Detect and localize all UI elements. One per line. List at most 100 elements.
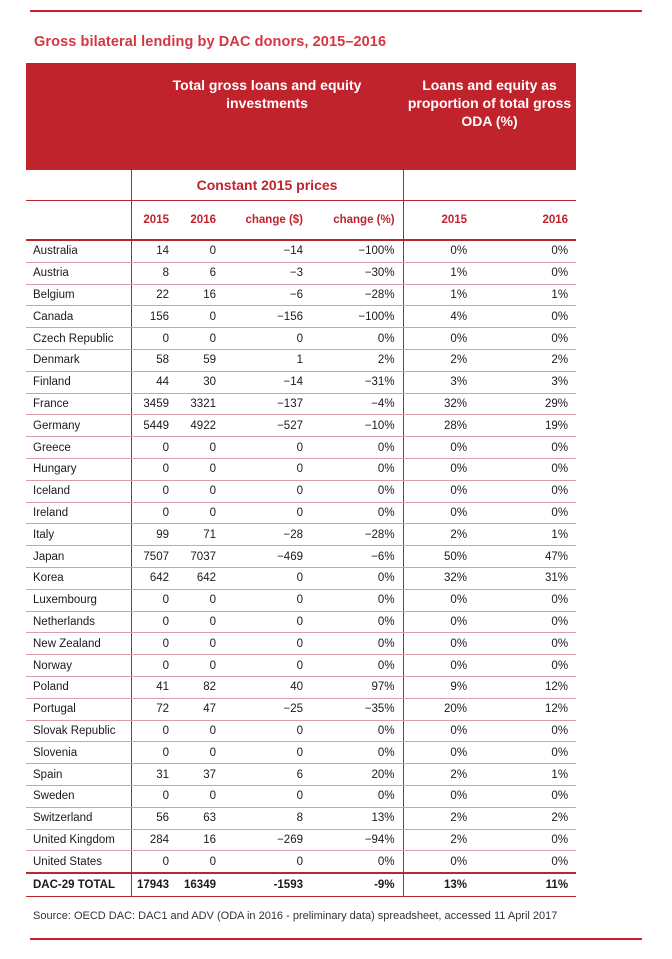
country-name: Slovenia <box>26 741 131 765</box>
change-usd-cell: 8 <box>224 807 311 830</box>
change-usd-cell: 0 <box>224 720 311 743</box>
change-pct-cell: 0% <box>311 611 404 634</box>
oda-share-2015-cell: 0% <box>402 327 476 350</box>
table-row: Poland 41 82 40 97% 9% 12% <box>26 676 577 699</box>
oda-share-2016-cell: 0% <box>475 458 577 481</box>
loans-2016-cell: 0 <box>177 850 224 874</box>
table-row: Czech Republic 0 0 0 0% 0% 0% <box>26 327 577 350</box>
country-name: United States <box>26 850 131 874</box>
table-row: Belgium 22 16 −6 −28% 1% 1% <box>26 284 577 307</box>
change-usd-cell: 0 <box>224 502 311 525</box>
loans-2016-cell: 0 <box>177 480 224 503</box>
change-usd-cell: 0 <box>224 458 311 481</box>
top-rule <box>30 10 642 12</box>
total-row: DAC-29 TOTAL 17943 16349 -1593 -9% 13% 11% <box>26 872 577 898</box>
oda-share-2016-cell: 0% <box>475 785 577 808</box>
header-total-loans: Total gross loans and equity investments <box>131 63 404 170</box>
oda-share-2016-cell: 47% <box>475 545 577 568</box>
table-row: Denmark 58 59 1 2% 2% 2% <box>26 349 577 372</box>
table-row: Switzerland 56 63 8 13% 2% 2% <box>26 807 577 830</box>
table-row: Portugal 72 47 −25 −35% 20% 12% <box>26 698 577 721</box>
table-row: United Kingdom 284 16 −269 −94% 2% 0% <box>26 829 577 852</box>
oda-share-2015-cell: 2% <box>402 349 476 372</box>
table-row: Netherlands 0 0 0 0% 0% 0% <box>26 611 577 634</box>
loans-2015-cell: 56 <box>130 807 177 830</box>
change-pct-cell: −35% <box>311 698 404 721</box>
change-pct-cell: 0% <box>311 480 404 503</box>
change-usd-cell: −6 <box>224 284 311 307</box>
change-usd-cell: −469 <box>224 545 311 568</box>
change-usd-cell: −269 <box>224 829 311 852</box>
oda-share-2015-cell: 0% <box>402 436 476 459</box>
loans-2015-cell: 0 <box>130 458 177 481</box>
loans-2015-cell: 0 <box>130 741 177 765</box>
oda-share-2016-cell: 0% <box>475 240 577 263</box>
change-usd-cell: −156 <box>224 305 311 329</box>
loans-2016-cell: 0 <box>177 436 224 459</box>
loans-2016-cell: 30 <box>177 371 224 394</box>
oda-share-2016-cell: 1% <box>475 523 577 547</box>
header-blank <box>26 200 131 241</box>
loans-2015-cell: 0 <box>130 436 177 459</box>
loans-2016-cell: 0 <box>177 654 224 677</box>
change-usd-cell: -1593 <box>224 872 311 898</box>
loans-2015-cell: 5449 <box>130 414 177 438</box>
change-pct-cell: −4% <box>311 393 404 416</box>
table-row: Germany 5449 4922 −527 −10% 28% 19% <box>26 414 577 438</box>
change-usd-cell: 0 <box>224 785 311 808</box>
change-pct-cell: −28% <box>311 284 404 307</box>
oda-share-2016-cell: 0% <box>475 305 577 329</box>
change-usd-cell: 0 <box>224 589 311 612</box>
table-row: Hungary 0 0 0 0% 0% 0% <box>26 458 577 481</box>
oda-share-2016-cell: 0% <box>475 720 577 743</box>
loans-2015-cell: 284 <box>130 829 177 852</box>
change-usd-cell: 40 <box>224 676 311 699</box>
loans-2015-cell: 642 <box>130 567 177 590</box>
change-usd-cell: 0 <box>224 632 311 656</box>
oda-share-2015-cell: 32% <box>402 393 476 416</box>
loans-2016-cell: 0 <box>177 240 224 263</box>
country-name: France <box>26 393 131 416</box>
oda-share-2016-cell: 29% <box>475 393 577 416</box>
country-name: Poland <box>26 676 131 699</box>
change-usd-cell: 0 <box>224 654 311 677</box>
header-proportion-oda: Loans and equity as proportion of total … <box>403 63 577 170</box>
loans-2015-cell: 14 <box>130 240 177 263</box>
change-pct-cell: −28% <box>311 523 404 547</box>
oda-share-2015-cell: 1% <box>402 262 476 285</box>
change-usd-cell: 0 <box>224 741 311 765</box>
oda-share-2015-cell: 3% <box>402 371 476 394</box>
country-name: Belgium <box>26 284 131 307</box>
oda-share-2016-cell: 3% <box>475 371 577 394</box>
loans-2015-cell: 22 <box>130 284 177 307</box>
change-usd-cell: 6 <box>224 763 311 786</box>
table-row: France 3459 3321 −137 −4% 32% 29% <box>26 393 577 416</box>
oda-share-2016-cell: 0% <box>475 741 577 765</box>
oda-share-2016-cell: 0% <box>475 436 577 459</box>
table-row: Greece 0 0 0 0% 0% 0% <box>26 436 577 459</box>
loans-2016-cell: 0 <box>177 741 224 765</box>
oda-share-2016-cell: 0% <box>475 632 577 656</box>
oda-share-2016-cell: 0% <box>475 850 577 874</box>
change-pct-cell: 0% <box>311 589 404 612</box>
oda-share-2016-cell: 0% <box>475 654 577 677</box>
col-header-oda-2016: 2016 <box>475 200 577 241</box>
change-usd-cell: 0 <box>224 436 311 459</box>
table-row: Iceland 0 0 0 0% 0% 0% <box>26 480 577 503</box>
country-name: United Kingdom <box>26 829 131 852</box>
country-name: Norway <box>26 654 131 677</box>
change-pct-cell: 0% <box>311 502 404 525</box>
oda-share-2016-cell: 11% <box>475 872 577 898</box>
oda-share-2016-cell: 1% <box>475 763 577 786</box>
loans-2015-cell: 0 <box>130 632 177 656</box>
change-usd-cell: −14 <box>224 240 311 263</box>
table-body: Australia 14 0 −14 −100% 0% 0% Austria 8 6 −3 −30% 1… <box>26 240 577 898</box>
bottom-rule <box>30 938 642 940</box>
oda-share-2015-cell: 28% <box>402 414 476 438</box>
country-name: Germany <box>26 414 131 438</box>
change-pct-cell: 97% <box>311 676 404 699</box>
loans-2015-cell: 72 <box>130 698 177 721</box>
change-pct-cell: -9% <box>311 872 404 898</box>
country-name: Austria <box>26 262 131 285</box>
header-constant-prices: Constant 2015 prices <box>130 170 404 201</box>
